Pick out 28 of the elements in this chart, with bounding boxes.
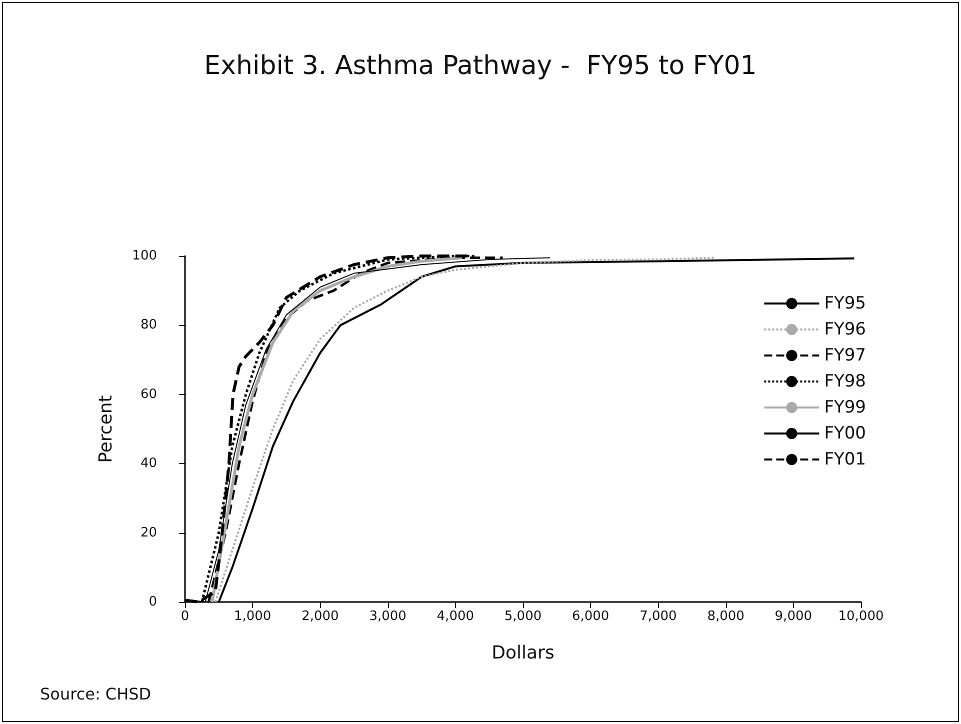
legend-label: FY97: [824, 346, 866, 366]
legend-label: FY00: [824, 424, 866, 444]
x-tick-label: 1,000: [234, 609, 272, 624]
y-tick-label: 100: [132, 248, 157, 264]
legend-label: FY99: [824, 398, 866, 418]
x-tick-label: 9,000: [774, 609, 812, 624]
x-tick-label: 4,000: [436, 609, 474, 624]
chart-title: Exhibit 3. Asthma Pathway - FY95 to FY01: [204, 51, 757, 81]
x-tick-label: 0: [180, 609, 190, 624]
legend-label: FY96: [824, 320, 866, 340]
x-axis-title: Dollars: [492, 642, 554, 664]
x-tick-label: 3,000: [369, 609, 406, 624]
x-tick-label: 6,000: [572, 609, 610, 624]
legend-label: FY98: [824, 372, 866, 392]
x-tick-label: 8,000: [707, 609, 744, 624]
y-tick-label: 40: [140, 456, 157, 472]
x-tick-label: 10,000: [838, 609, 884, 624]
y-tick-label: 20: [140, 525, 157, 540]
y-axis-title: Percent: [96, 395, 116, 463]
legend-label: FY95: [824, 294, 866, 314]
y-tick-label: 0: [148, 594, 157, 610]
x-tick-label: 2,000: [302, 609, 339, 624]
y-tick-label: 60: [140, 386, 157, 402]
x-tick-label: 7,000: [640, 609, 677, 624]
y-tick-label: 80: [140, 318, 157, 333]
legend-label: FY01: [824, 450, 866, 470]
source-note: Source: CHSD: [40, 684, 152, 704]
x-tick-label: 5,000: [504, 609, 542, 624]
